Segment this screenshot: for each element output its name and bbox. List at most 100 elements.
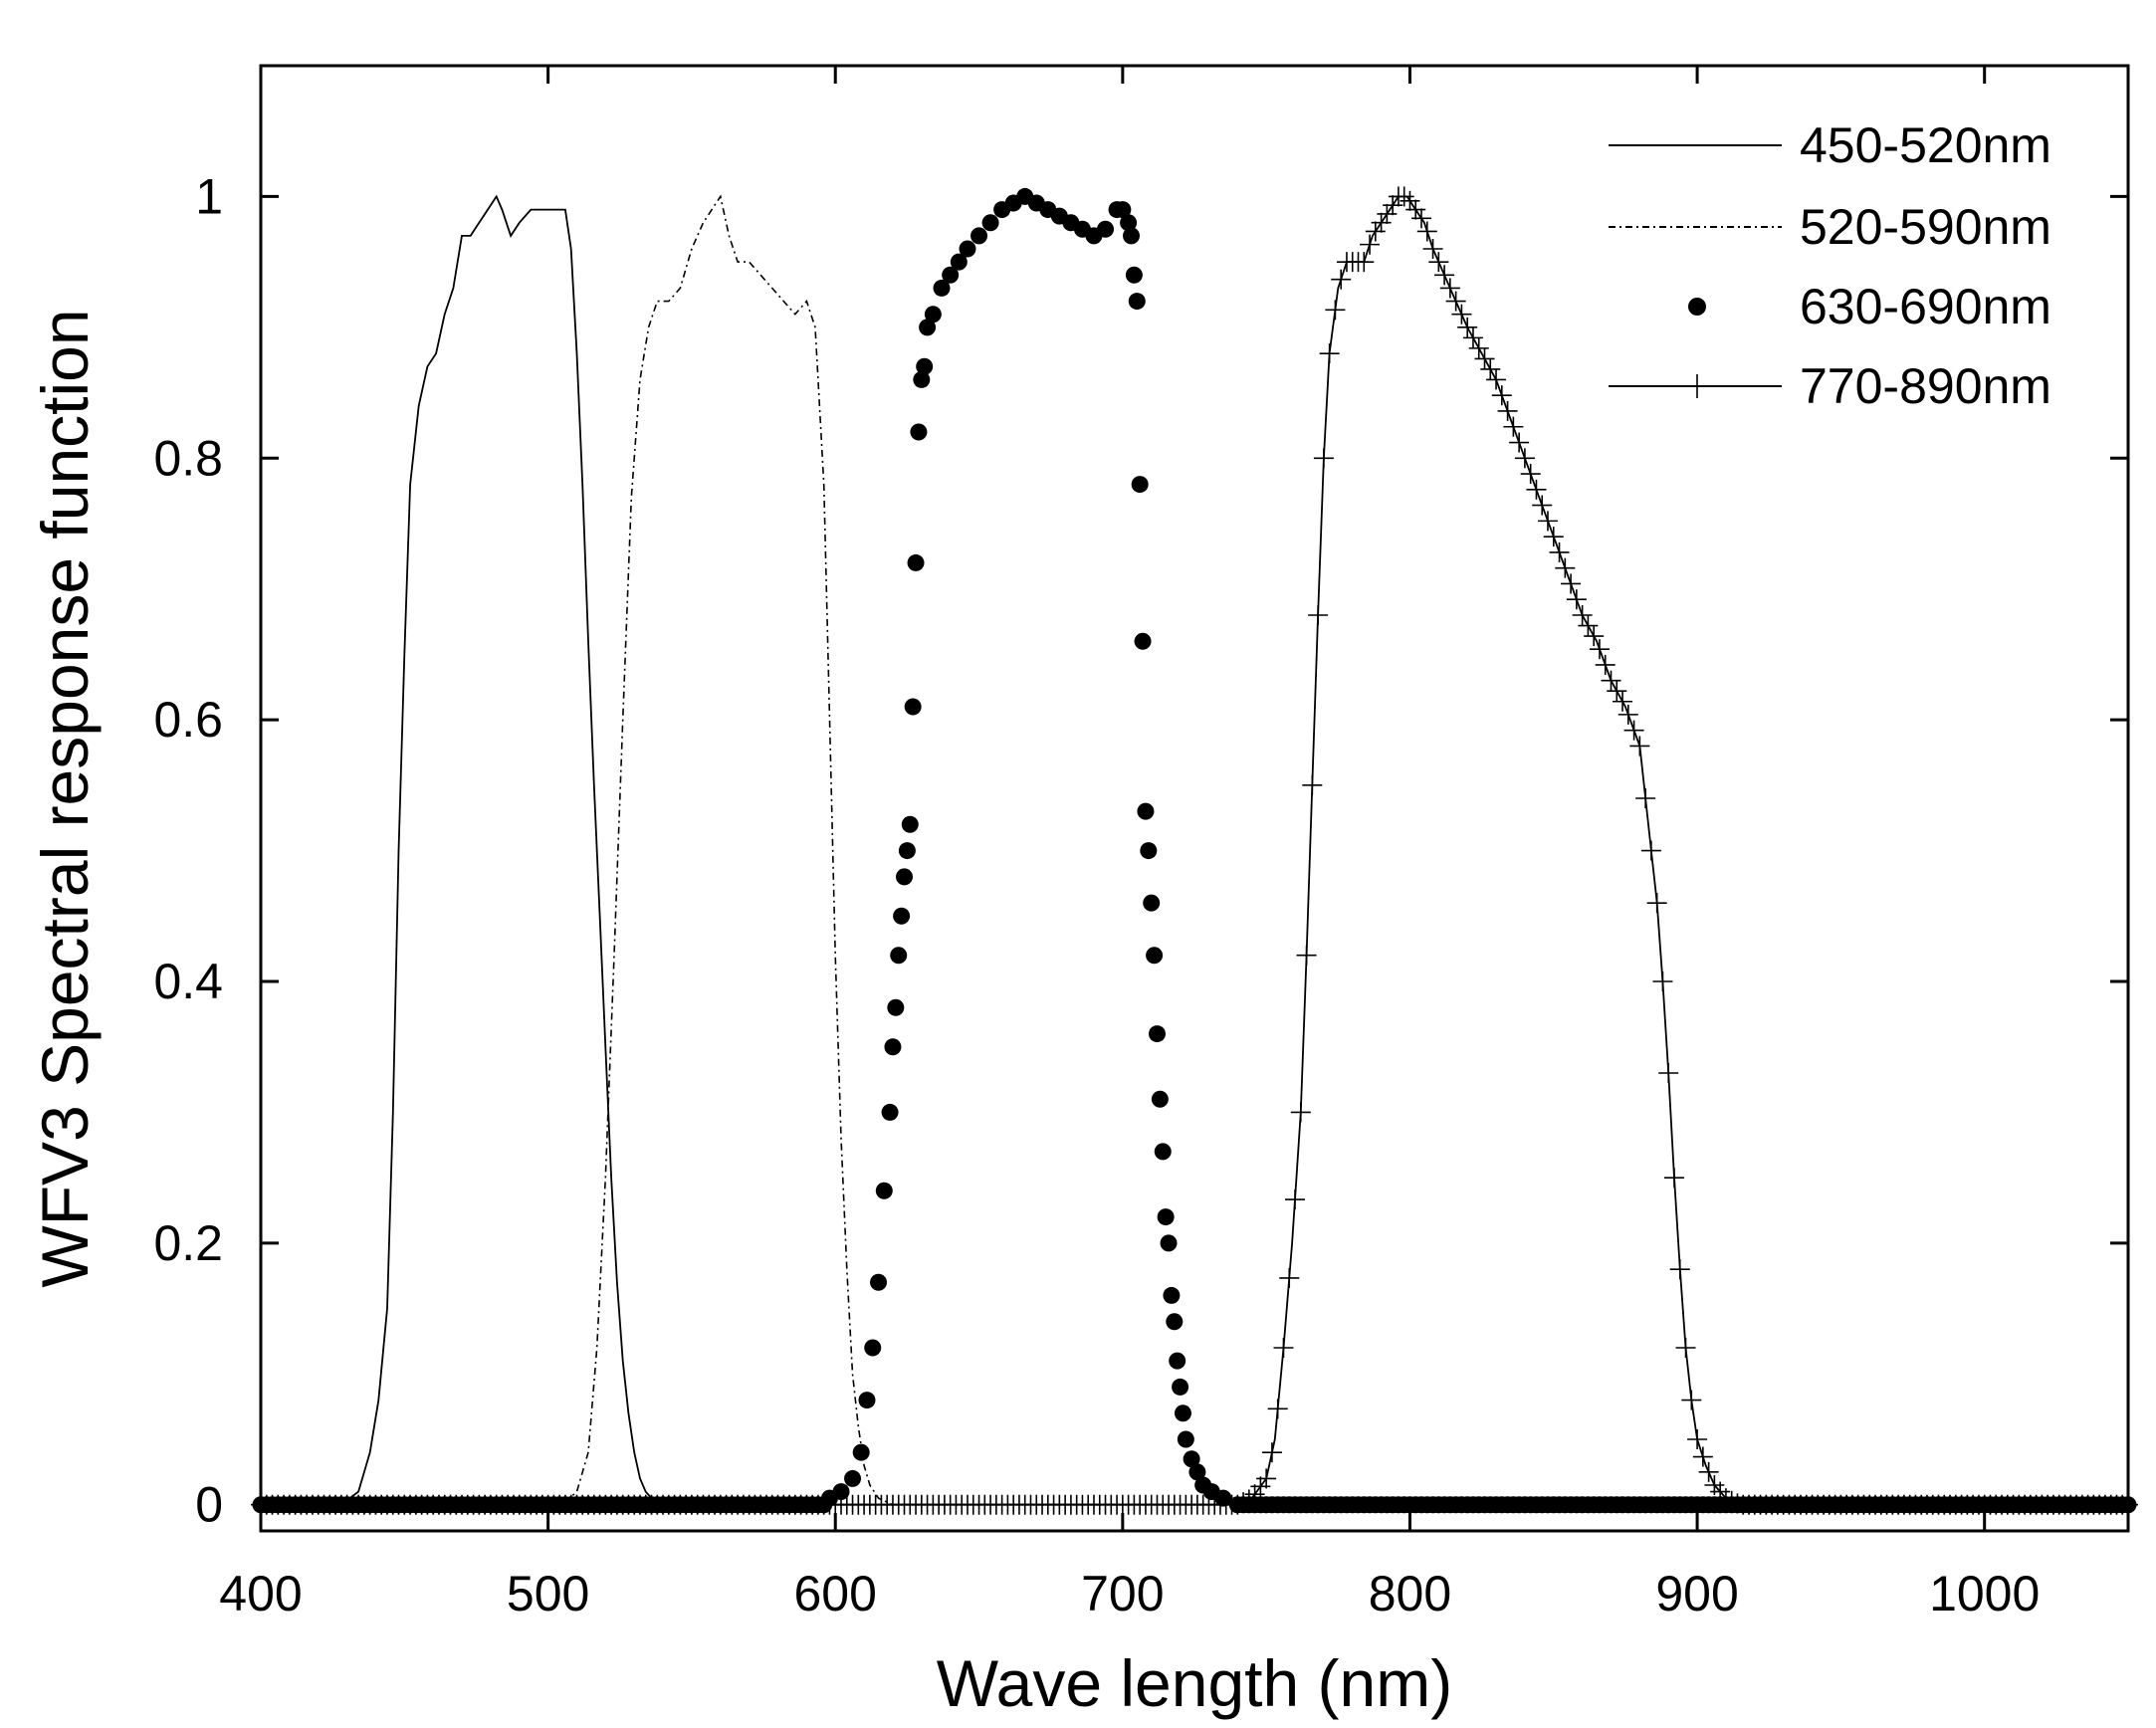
data-point <box>950 253 968 271</box>
data-point <box>832 1483 850 1501</box>
legend-item: 520-590nm <box>1609 199 2051 255</box>
data-point <box>1601 670 1621 691</box>
legend-label: 770-890nm <box>1800 358 2051 414</box>
data-point <box>1480 358 1501 379</box>
data-point <box>1520 464 1541 485</box>
data-point <box>1250 1476 1271 1497</box>
data-point <box>1290 1102 1311 1123</box>
legend-label: 520-590nm <box>1800 199 2051 255</box>
data-point <box>1169 1352 1186 1370</box>
data-point <box>1486 369 1507 390</box>
data-point <box>1578 615 1599 636</box>
data-point <box>1675 1338 1696 1358</box>
y-tick-label: 0.2 <box>153 1215 223 1271</box>
y-axis-title: WFV3 Spectral response function <box>28 309 102 1287</box>
data-point <box>1451 304 1472 324</box>
data-point <box>1646 893 1667 914</box>
data-point <box>1166 1313 1184 1331</box>
data-point <box>1134 632 1152 650</box>
y-tick-label: 0.8 <box>153 430 223 486</box>
x-tick-label: 900 <box>1655 1566 1738 1621</box>
data-point <box>1607 681 1627 702</box>
data-point <box>884 1038 902 1056</box>
series-line <box>261 194 2128 1506</box>
series-770-890nm <box>251 186 2138 1515</box>
data-point <box>1439 278 1460 299</box>
data-point <box>1238 1489 1259 1510</box>
data-point <box>1143 894 1161 912</box>
data-point <box>1623 720 1644 741</box>
data-point <box>1416 221 1437 242</box>
x-tick-label: 1000 <box>1929 1566 2040 1621</box>
data-point <box>1566 589 1587 610</box>
data-point <box>1497 400 1518 421</box>
data-point <box>924 306 942 324</box>
data-point <box>1400 190 1420 211</box>
data-point <box>1658 1063 1679 1083</box>
data-point <box>1692 1446 1713 1467</box>
data-point <box>1509 432 1530 453</box>
data-point <box>1163 1286 1181 1304</box>
data-point <box>875 1182 893 1199</box>
data-point <box>864 1339 882 1357</box>
data-point <box>844 1469 862 1487</box>
data-point <box>981 214 999 232</box>
cross-markers <box>251 186 2138 1515</box>
legend-swatch <box>1688 298 1706 316</box>
data-point <box>870 1273 888 1291</box>
data-point <box>1160 1234 1178 1252</box>
data-point <box>1468 337 1489 358</box>
data-point <box>1154 1143 1172 1161</box>
data-point <box>1422 239 1443 259</box>
data-point <box>1514 448 1535 469</box>
data-point <box>1394 186 1414 207</box>
data-point <box>1177 1430 1194 1448</box>
data-point <box>1405 199 1426 220</box>
data-point <box>1123 227 1141 245</box>
data-point <box>1617 704 1638 725</box>
data-point <box>1434 265 1455 286</box>
data-point <box>1721 1490 1742 1511</box>
data-point <box>1131 476 1149 494</box>
data-point <box>1331 269 1352 290</box>
y-tick-label: 0 <box>195 1477 223 1533</box>
data-point <box>1572 605 1593 625</box>
data-point <box>1146 947 1164 965</box>
data-point <box>970 227 988 245</box>
legend-item: 770-890nm <box>1609 358 2051 414</box>
data-point <box>890 947 908 965</box>
data-point <box>1687 1429 1708 1449</box>
data-point <box>1383 195 1403 216</box>
data-point <box>1549 541 1570 562</box>
data-point <box>901 815 919 833</box>
data-point <box>933 279 951 297</box>
data-point <box>1319 343 1340 364</box>
x-tick-label: 600 <box>794 1566 877 1621</box>
data-point <box>1114 201 1132 219</box>
data-point <box>907 553 925 571</box>
data-point <box>2118 1494 2138 1515</box>
data-point <box>1296 945 1317 966</box>
data-point <box>1584 626 1605 647</box>
data-point <box>1445 291 1466 312</box>
data-point <box>959 240 976 258</box>
data-point <box>1663 1168 1684 1188</box>
data-point <box>1256 1468 1277 1489</box>
x-axis: 400 500 600 700 800 900 1000 <box>219 66 2040 1621</box>
data-point <box>895 868 913 886</box>
data-point <box>1325 300 1346 321</box>
data-point <box>1360 234 1381 255</box>
data-point <box>1354 252 1375 273</box>
legend-item: 450-520nm <box>1609 117 2051 173</box>
data-point <box>893 907 911 925</box>
y-axis: 0 0.2 0.4 0.6 0.8 1 <box>153 168 2128 1533</box>
data-point <box>1244 1484 1265 1505</box>
data-point <box>1188 1463 1206 1481</box>
data-point <box>1727 1493 1748 1514</box>
x-tick-label: 400 <box>219 1566 302 1621</box>
y-tick-label: 0.4 <box>153 954 223 1009</box>
data-point <box>916 357 934 375</box>
data-point <box>904 698 922 716</box>
data-point <box>1595 654 1616 675</box>
